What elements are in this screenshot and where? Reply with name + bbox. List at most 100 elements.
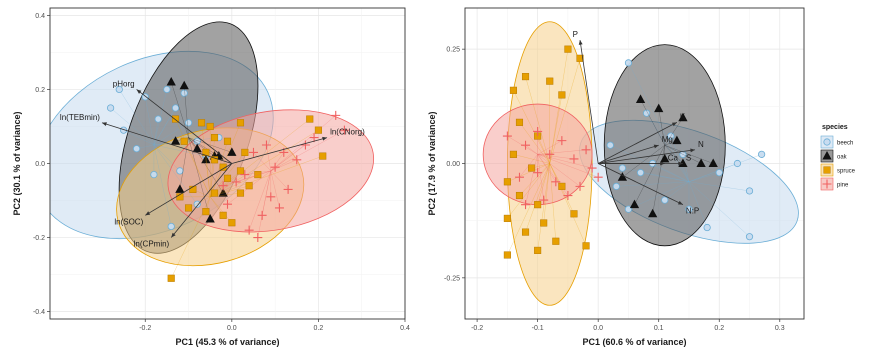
loading-arrow xyxy=(170,163,233,238)
data-point xyxy=(515,118,524,126)
centroid-spoke xyxy=(688,154,762,182)
centroid-spoke xyxy=(507,163,550,182)
x-tick-label: 0.1 xyxy=(654,325,664,332)
data-point xyxy=(582,242,590,250)
data-point xyxy=(552,237,560,245)
loading-label: ln(SOC) xyxy=(114,217,143,226)
data-point xyxy=(654,103,664,113)
data-point xyxy=(509,150,517,158)
legend-label: spruce xyxy=(837,169,856,175)
loading-arrowhead xyxy=(136,89,142,94)
y-axis-label: PC2 (30.1 % of variance) xyxy=(12,111,22,215)
legend: species beech oak spruce pine xyxy=(820,124,856,191)
loading-label: ln(TEBmin) xyxy=(60,113,100,122)
centroid-spoke xyxy=(513,154,550,164)
data-point xyxy=(660,153,670,163)
centroid-spoke xyxy=(188,137,224,194)
centroid-spoke xyxy=(123,130,154,146)
data-point xyxy=(521,228,530,236)
loading-arrow xyxy=(598,144,659,164)
loading-label: P xyxy=(573,30,578,39)
data-point xyxy=(227,147,237,156)
centroid-spoke xyxy=(622,145,665,178)
centroid-spoke xyxy=(664,145,684,164)
data-point xyxy=(167,222,175,231)
y-tick-label: 0.25 xyxy=(446,47,460,54)
centroid-spoke xyxy=(537,154,556,182)
data-point xyxy=(171,115,180,123)
centroid-spoke xyxy=(640,172,690,182)
data-point xyxy=(150,171,158,179)
data-point xyxy=(115,85,123,94)
data-point xyxy=(167,274,175,282)
y-axis-label: PC2 (17.9 % of variance) xyxy=(427,111,437,215)
centroid-spoke xyxy=(652,163,690,182)
centroid-spoke xyxy=(210,130,319,197)
data-point xyxy=(205,213,215,223)
data-point xyxy=(587,163,597,173)
y-tick-label: 0.2 xyxy=(35,87,45,94)
data-point xyxy=(521,200,531,210)
loading-arrowhead xyxy=(101,122,107,127)
x-tick-label: 0.2 xyxy=(714,325,724,332)
loading-arrowhead xyxy=(322,136,328,141)
loading-arrow xyxy=(598,149,696,164)
data-point xyxy=(635,94,646,103)
centroid-spoke xyxy=(188,196,211,209)
plot-body: pHorg ln(TEBmin) ln(CNorg) ln(SOC) ln(CPmin) xyxy=(50,21,375,282)
data-point xyxy=(570,210,578,218)
data-point xyxy=(189,185,197,193)
centroid-spoke xyxy=(270,167,276,172)
data-point xyxy=(643,109,651,117)
data-point xyxy=(576,54,584,62)
centroid-spoke xyxy=(664,145,702,164)
legend-label: pine xyxy=(837,183,849,189)
series-pine xyxy=(502,126,603,210)
y-tick-label: 0.0 xyxy=(35,161,45,168)
y-tick-label: 0.00 xyxy=(446,161,460,168)
data-point xyxy=(502,131,512,141)
data-point xyxy=(715,169,723,177)
y-tick-label: -0.4 xyxy=(33,309,45,316)
data-point xyxy=(292,155,302,165)
data-point xyxy=(107,104,115,112)
centroid-spoke xyxy=(616,181,689,187)
loading-label: K xyxy=(680,112,686,121)
data-point xyxy=(180,137,188,145)
data-point xyxy=(563,191,573,201)
centroid-spoke xyxy=(210,196,232,223)
centroid-spoke xyxy=(153,144,206,157)
centroid-spoke xyxy=(525,163,550,233)
loading-arrowhead xyxy=(690,148,696,153)
centroid-spoke xyxy=(270,144,306,172)
centroid-spoke xyxy=(658,108,665,146)
data-point xyxy=(132,145,141,153)
data-point xyxy=(533,126,543,136)
data-point xyxy=(606,141,614,149)
centroid-spoke xyxy=(270,115,336,172)
centroid-spoke xyxy=(537,163,550,205)
centroid-spoke xyxy=(537,154,581,187)
data-point xyxy=(154,115,162,123)
centroid-spoke xyxy=(171,81,189,138)
legend-item-spruce: spruce xyxy=(820,163,856,177)
data-point xyxy=(745,187,754,195)
loading-arrowhead xyxy=(678,161,683,166)
data-point xyxy=(678,112,688,122)
centroid-spoke xyxy=(652,145,665,214)
data-point xyxy=(545,149,555,159)
data-point xyxy=(210,156,219,164)
data-point xyxy=(558,182,566,190)
loading-vectors: P K Mg N Ca S N:P xyxy=(573,30,704,216)
centroid-spoke xyxy=(507,163,550,219)
x-tick-label: -0.1 xyxy=(532,325,544,332)
centroid-spoke xyxy=(210,155,323,197)
centroid-spoke xyxy=(201,122,211,197)
data-point xyxy=(248,147,258,157)
x-tick-label: 0.0 xyxy=(227,325,237,332)
data-point xyxy=(166,76,176,86)
data-point xyxy=(171,104,180,112)
centroid-spoke xyxy=(525,154,538,205)
centroid-spoke xyxy=(175,119,211,197)
legend-label: oak xyxy=(837,155,848,161)
